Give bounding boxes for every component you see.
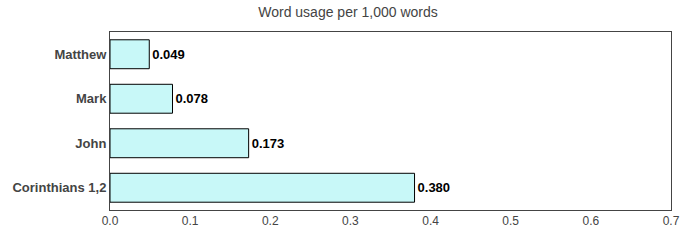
svg-text:0.173: 0.173 — [252, 136, 285, 151]
svg-text:0.6: 0.6 — [583, 214, 600, 228]
svg-text:0.5: 0.5 — [502, 214, 519, 228]
svg-text:Corinthians 1,2: Corinthians 1,2 — [12, 180, 106, 195]
svg-text:Word usage per 1,000 words: Word usage per 1,000 words — [258, 4, 438, 20]
svg-text:0.1: 0.1 — [182, 214, 199, 228]
svg-text:John: John — [75, 136, 106, 151]
svg-text:0.380: 0.380 — [418, 180, 451, 195]
svg-text:0.2: 0.2 — [262, 214, 279, 228]
svg-text:0.0: 0.0 — [102, 214, 119, 228]
svg-text:0.078: 0.078 — [176, 91, 209, 106]
svg-text:Matthew: Matthew — [54, 47, 107, 62]
svg-text:Mark: Mark — [76, 91, 107, 106]
svg-text:0.3: 0.3 — [342, 214, 359, 228]
svg-text:0.7: 0.7 — [663, 214, 680, 228]
svg-text:0.4: 0.4 — [422, 214, 439, 228]
svg-text:0.049: 0.049 — [152, 47, 185, 62]
